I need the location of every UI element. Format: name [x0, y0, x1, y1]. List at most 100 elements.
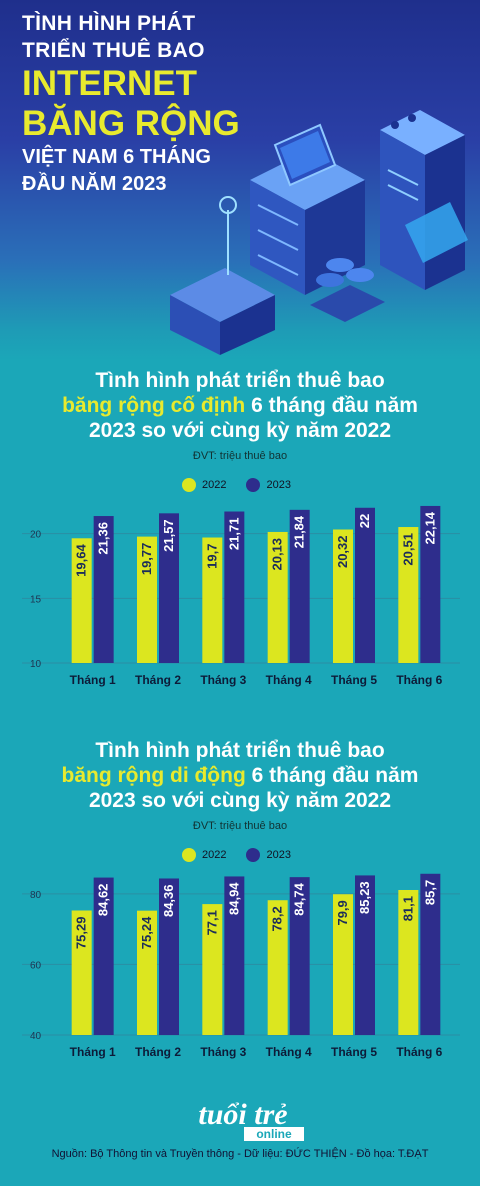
chart1-title-rest: 6 tháng đầu năm	[245, 394, 418, 417]
chart1-title: Tình hình phát triển thuê bao băng rộng …	[0, 368, 480, 443]
bar-2022	[202, 537, 223, 663]
hero-line-2: TRIỂN THUÊ BAO	[22, 39, 205, 62]
hero-sub-1: VIỆT NAM 6 THÁNG	[22, 146, 211, 168]
chart1-title-line2: băng rộng cố định 6 tháng đầu năm	[0, 393, 480, 418]
x-tick-label: Tháng 1	[70, 673, 116, 687]
chart-mobile-broadband: 40 60 80 75,29 84,62 Tháng 1 75,24 84,36 Tháng 2…	[22, 873, 460, 1059]
data-label: 21,57	[161, 519, 176, 552]
bar-2022	[137, 910, 157, 1035]
bar-2023	[224, 876, 245, 1035]
legend2-2022: 2022	[182, 848, 226, 862]
y-tick-label: 80	[30, 890, 42, 901]
data-label: 77,1	[204, 910, 219, 935]
svg-text:online: online	[256, 1127, 292, 1141]
x-tick-label: Tháng 2	[135, 673, 181, 687]
chart2-title-highlight: băng rộng di động	[61, 764, 246, 787]
legend-2022-label: 2022	[202, 479, 227, 491]
hero-big-1: INTERNET	[22, 64, 197, 103]
bar-2022	[398, 527, 419, 663]
y-tick-label: 20	[30, 530, 42, 541]
bar-2022	[333, 894, 353, 1035]
data-label: 22	[357, 514, 372, 528]
x-tick-label: Tháng 4	[266, 1045, 312, 1059]
chart2-unit: ĐVT: triệu thuê bao	[192, 820, 288, 832]
y-tick-label: 10	[30, 659, 42, 670]
legend2-2023-label: 2023	[266, 849, 291, 861]
data-label: 19,77	[139, 543, 154, 576]
data-label: 78,2	[270, 906, 285, 931]
bar-2023	[93, 877, 114, 1035]
bar-2023	[289, 877, 310, 1035]
bar-2022	[398, 889, 419, 1035]
chart1-title-highlight: băng rộng cố định	[62, 394, 246, 417]
chart1-unit: ĐVT: triệu thuê bao	[192, 450, 288, 462]
chart1-title-line3: 2023 so với cùng kỳ năm 2022	[88, 419, 392, 442]
bar-2023	[224, 511, 245, 663]
data-label: 21,71	[226, 518, 241, 551]
data-label: 20,13	[270, 538, 285, 571]
data-label: 85,7	[422, 880, 437, 905]
bar-2023	[159, 513, 179, 663]
bar-2023	[420, 873, 441, 1035]
bar-2023	[355, 507, 375, 663]
server-stack-right	[380, 110, 468, 290]
legend2-2022-swatch	[182, 848, 196, 862]
legend2-2022-label: 2022	[202, 849, 227, 861]
x-tick-label: Tháng 3	[200, 1045, 246, 1059]
data-label: 75,29	[74, 916, 89, 949]
legend-2022-swatch	[182, 478, 196, 492]
y-tick-label: 15	[30, 594, 42, 605]
data-label: 81,1	[400, 896, 415, 921]
data-label: 22,14	[422, 511, 437, 544]
tuoitre-online-logo: tuổi trẻ online	[198, 1098, 304, 1141]
data-label: 75,24	[139, 916, 154, 949]
data-label: 84,62	[96, 884, 111, 917]
data-label: 20,32	[335, 535, 350, 568]
legend-2022: 2022	[182, 478, 226, 492]
x-tick-label: Tháng 6	[396, 1045, 442, 1059]
server-illustration	[170, 110, 468, 355]
x-tick-label: Tháng 2	[135, 1045, 181, 1059]
bar-2023	[159, 878, 179, 1035]
bar-2022	[71, 538, 92, 663]
bar-2022	[71, 910, 92, 1035]
bar-2022	[202, 904, 223, 1035]
y-tick-label: 40	[30, 1031, 42, 1042]
bar-2023	[289, 509, 310, 663]
bar-2022	[267, 900, 288, 1035]
bar-2022	[137, 536, 157, 663]
data-label: 19,7	[204, 544, 219, 569]
server-box-bottom	[170, 196, 275, 355]
data-label: 21,84	[292, 515, 307, 548]
source-footer: Nguồn: Bộ Thông tin và Truyền thông - Dữ…	[51, 1148, 429, 1160]
legend-2023-label: 2023	[266, 479, 291, 491]
legend2-2023: 2023	[246, 848, 291, 862]
server-stack-left	[250, 123, 365, 295]
chart2-title-line3: 2023 so với cùng kỳ năm 2022	[88, 789, 392, 812]
chart-fixed-broadband: 10 15 20 19,64 21,36 Tháng 1 19,77 21,57 Tháng 2…	[22, 505, 460, 687]
bar-2022	[333, 529, 353, 663]
legend2-2023-swatch	[246, 848, 261, 862]
bar-2023	[93, 516, 114, 663]
hero-big-2: BĂNG RỘNG	[22, 104, 240, 143]
data-label: 84,36	[161, 884, 176, 917]
data-label: 79,9	[335, 900, 350, 925]
bar-2022	[267, 531, 288, 663]
svg-text:tuổi trẻ: tuổi trẻ	[198, 1098, 287, 1131]
hero-title: TÌNH HÌNH PHÁT TRIỂN THUÊ BAO INTERNET B…	[22, 10, 282, 198]
bar-2023	[420, 505, 441, 663]
data-label: 19,64	[74, 544, 89, 577]
x-tick-label: Tháng 6	[396, 673, 442, 687]
x-tick-label: Tháng 1	[70, 1045, 116, 1059]
x-tick-label: Tháng 4	[266, 673, 312, 687]
chart2-title-rest: 6 tháng đầu năm	[245, 764, 419, 787]
data-label: 85,23	[357, 881, 372, 914]
x-tick-label: Tháng 3	[200, 673, 246, 687]
data-label: 20,51	[400, 533, 415, 566]
legend-2023: 2023	[246, 478, 291, 492]
chart1-legend: 2022 2023	[182, 478, 311, 492]
chart2-title: Tình hình phát triển thuê bao băng rộng …	[0, 738, 480, 813]
hero-sub-2: ĐẦU NĂM 2023	[22, 173, 167, 195]
data-label: 84,74	[292, 882, 307, 915]
